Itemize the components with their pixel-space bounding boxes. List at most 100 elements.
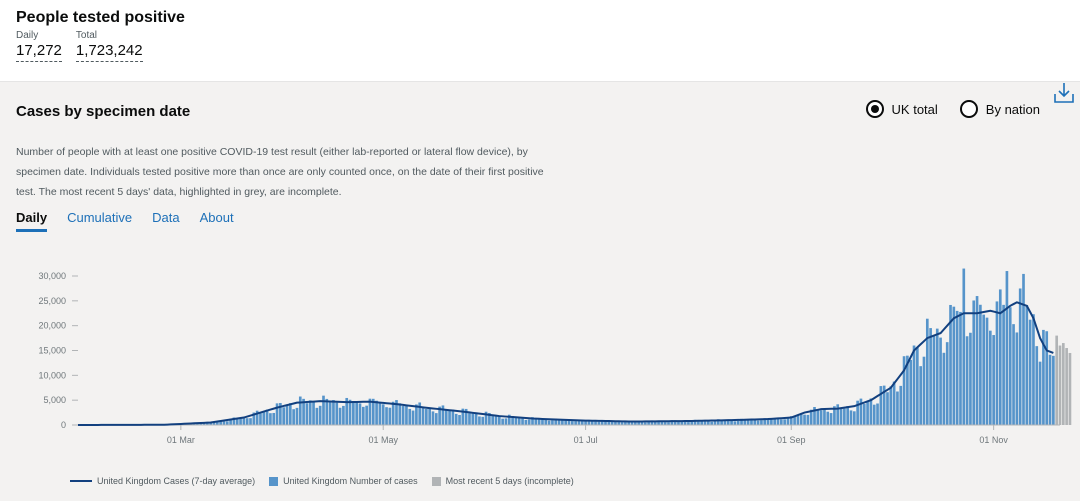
- case-bar: [796, 415, 800, 425]
- case-bar: [979, 304, 982, 425]
- case-bar: [952, 306, 956, 425]
- total-value[interactable]: 1,723,242: [75, 42, 143, 62]
- case-bar: [879, 386, 883, 425]
- case-bar: [594, 421, 597, 425]
- case-bar: [418, 402, 422, 425]
- case-bar: [332, 400, 335, 425]
- case-bar: [813, 407, 816, 425]
- case-bar: [707, 420, 710, 425]
- x-tick-label: 01 May: [368, 435, 398, 445]
- case-bar: [358, 403, 362, 425]
- case-bar: [663, 422, 667, 425]
- case-bar: [643, 422, 647, 425]
- case-bar: [279, 403, 282, 425]
- total-stat[interactable]: Total 1,723,242: [75, 30, 143, 62]
- case-bar: [395, 400, 398, 425]
- case-bar: [839, 408, 843, 425]
- case-bar: [249, 418, 252, 425]
- radio-nation-label: By nation: [985, 101, 1040, 117]
- case-bar: [789, 416, 793, 425]
- tab-daily[interactable]: Daily: [16, 210, 48, 232]
- case-bar: [693, 419, 697, 425]
- legend-cases-label: United Kingdom Number of cases: [283, 476, 418, 486]
- recent-bar: [1068, 352, 1072, 425]
- case-bar: [667, 422, 670, 425]
- case-bar: [736, 420, 740, 425]
- download-icon[interactable]: [1054, 82, 1074, 104]
- case-bar: [600, 420, 604, 425]
- case-bar: [385, 407, 388, 425]
- case-bar: [690, 421, 694, 425]
- case-bar: [624, 420, 627, 425]
- case-bar: [935, 328, 939, 425]
- case-bar: [673, 420, 677, 425]
- legend-square-icon: [269, 476, 279, 486]
- case-bar: [866, 401, 869, 425]
- case-bar: [345, 397, 349, 425]
- case-bar: [770, 418, 773, 425]
- case-bar: [438, 406, 441, 425]
- case-bar: [634, 421, 637, 425]
- case-bar: [305, 403, 309, 425]
- case-bar: [348, 399, 352, 425]
- case-bar: [630, 421, 634, 425]
- case-bar: [703, 420, 707, 425]
- radio-by-nation[interactable]: By nation: [959, 100, 1040, 118]
- x-tick-label: 01 Mar: [167, 435, 195, 445]
- case-bar: [640, 422, 644, 425]
- radio-selected-icon[interactable]: [865, 100, 884, 118]
- case-bar: [1032, 314, 1035, 425]
- y-tick-label: 5,000: [43, 395, 66, 405]
- case-bar: [494, 415, 498, 425]
- case-bar: [288, 403, 292, 425]
- x-tick-label: 01 Sep: [777, 435, 806, 445]
- case-bar: [746, 419, 750, 425]
- average-line: [77, 301, 1054, 426]
- case-bar: [766, 418, 770, 425]
- tab-about[interactable]: About: [199, 210, 234, 225]
- daily-value[interactable]: 17,272: [16, 42, 62, 62]
- recent-bar: [1065, 348, 1068, 425]
- case-bar: [371, 398, 375, 425]
- y-tick-label: 30,000: [38, 271, 66, 281]
- case-bar: [677, 421, 680, 425]
- case-bar: [906, 355, 909, 425]
- radio-uk-total[interactable]: UK total: [865, 100, 938, 118]
- case-bar: [882, 385, 886, 425]
- case-bar: [776, 418, 780, 425]
- case-bar: [444, 410, 448, 425]
- case-bar: [949, 304, 952, 425]
- case-bar: [995, 301, 999, 425]
- case-bar: [713, 421, 717, 425]
- case-bar: [219, 421, 222, 425]
- tab-data[interactable]: Data: [152, 210, 180, 225]
- case-bar: [534, 418, 538, 425]
- case-bar: [302, 398, 305, 425]
- case-bar: [325, 398, 329, 425]
- case-bar: [315, 407, 319, 425]
- legend-recent-label: Most recent 5 days (incomplete): [445, 476, 574, 486]
- case-bar: [657, 421, 660, 425]
- case-bar: [381, 404, 385, 425]
- case-bar: [199, 423, 203, 425]
- case-bar: [206, 422, 209, 425]
- chart-tabs: Daily Cumulative Data About: [16, 210, 234, 232]
- case-bar: [544, 419, 548, 425]
- case-bar: [773, 418, 777, 425]
- case-bar: [415, 404, 418, 425]
- case-bar: [650, 420, 654, 425]
- case-bar: [265, 409, 269, 425]
- case-bar: [743, 419, 747, 425]
- case-bar: [388, 407, 392, 425]
- case-bar: [614, 421, 617, 425]
- radio-unselected-icon[interactable]: [959, 100, 978, 118]
- tab-cumulative[interactable]: Cumulative: [67, 210, 133, 225]
- case-bar: [836, 404, 840, 425]
- x-tick-label: 01 Nov: [979, 435, 1008, 445]
- case-bar: [405, 405, 408, 425]
- case-bar: [720, 419, 723, 425]
- legend-line-icon: [70, 480, 92, 482]
- daily-stat[interactable]: Daily 17,272: [16, 30, 62, 62]
- case-bar: [697, 420, 700, 425]
- case-bar: [262, 411, 266, 425]
